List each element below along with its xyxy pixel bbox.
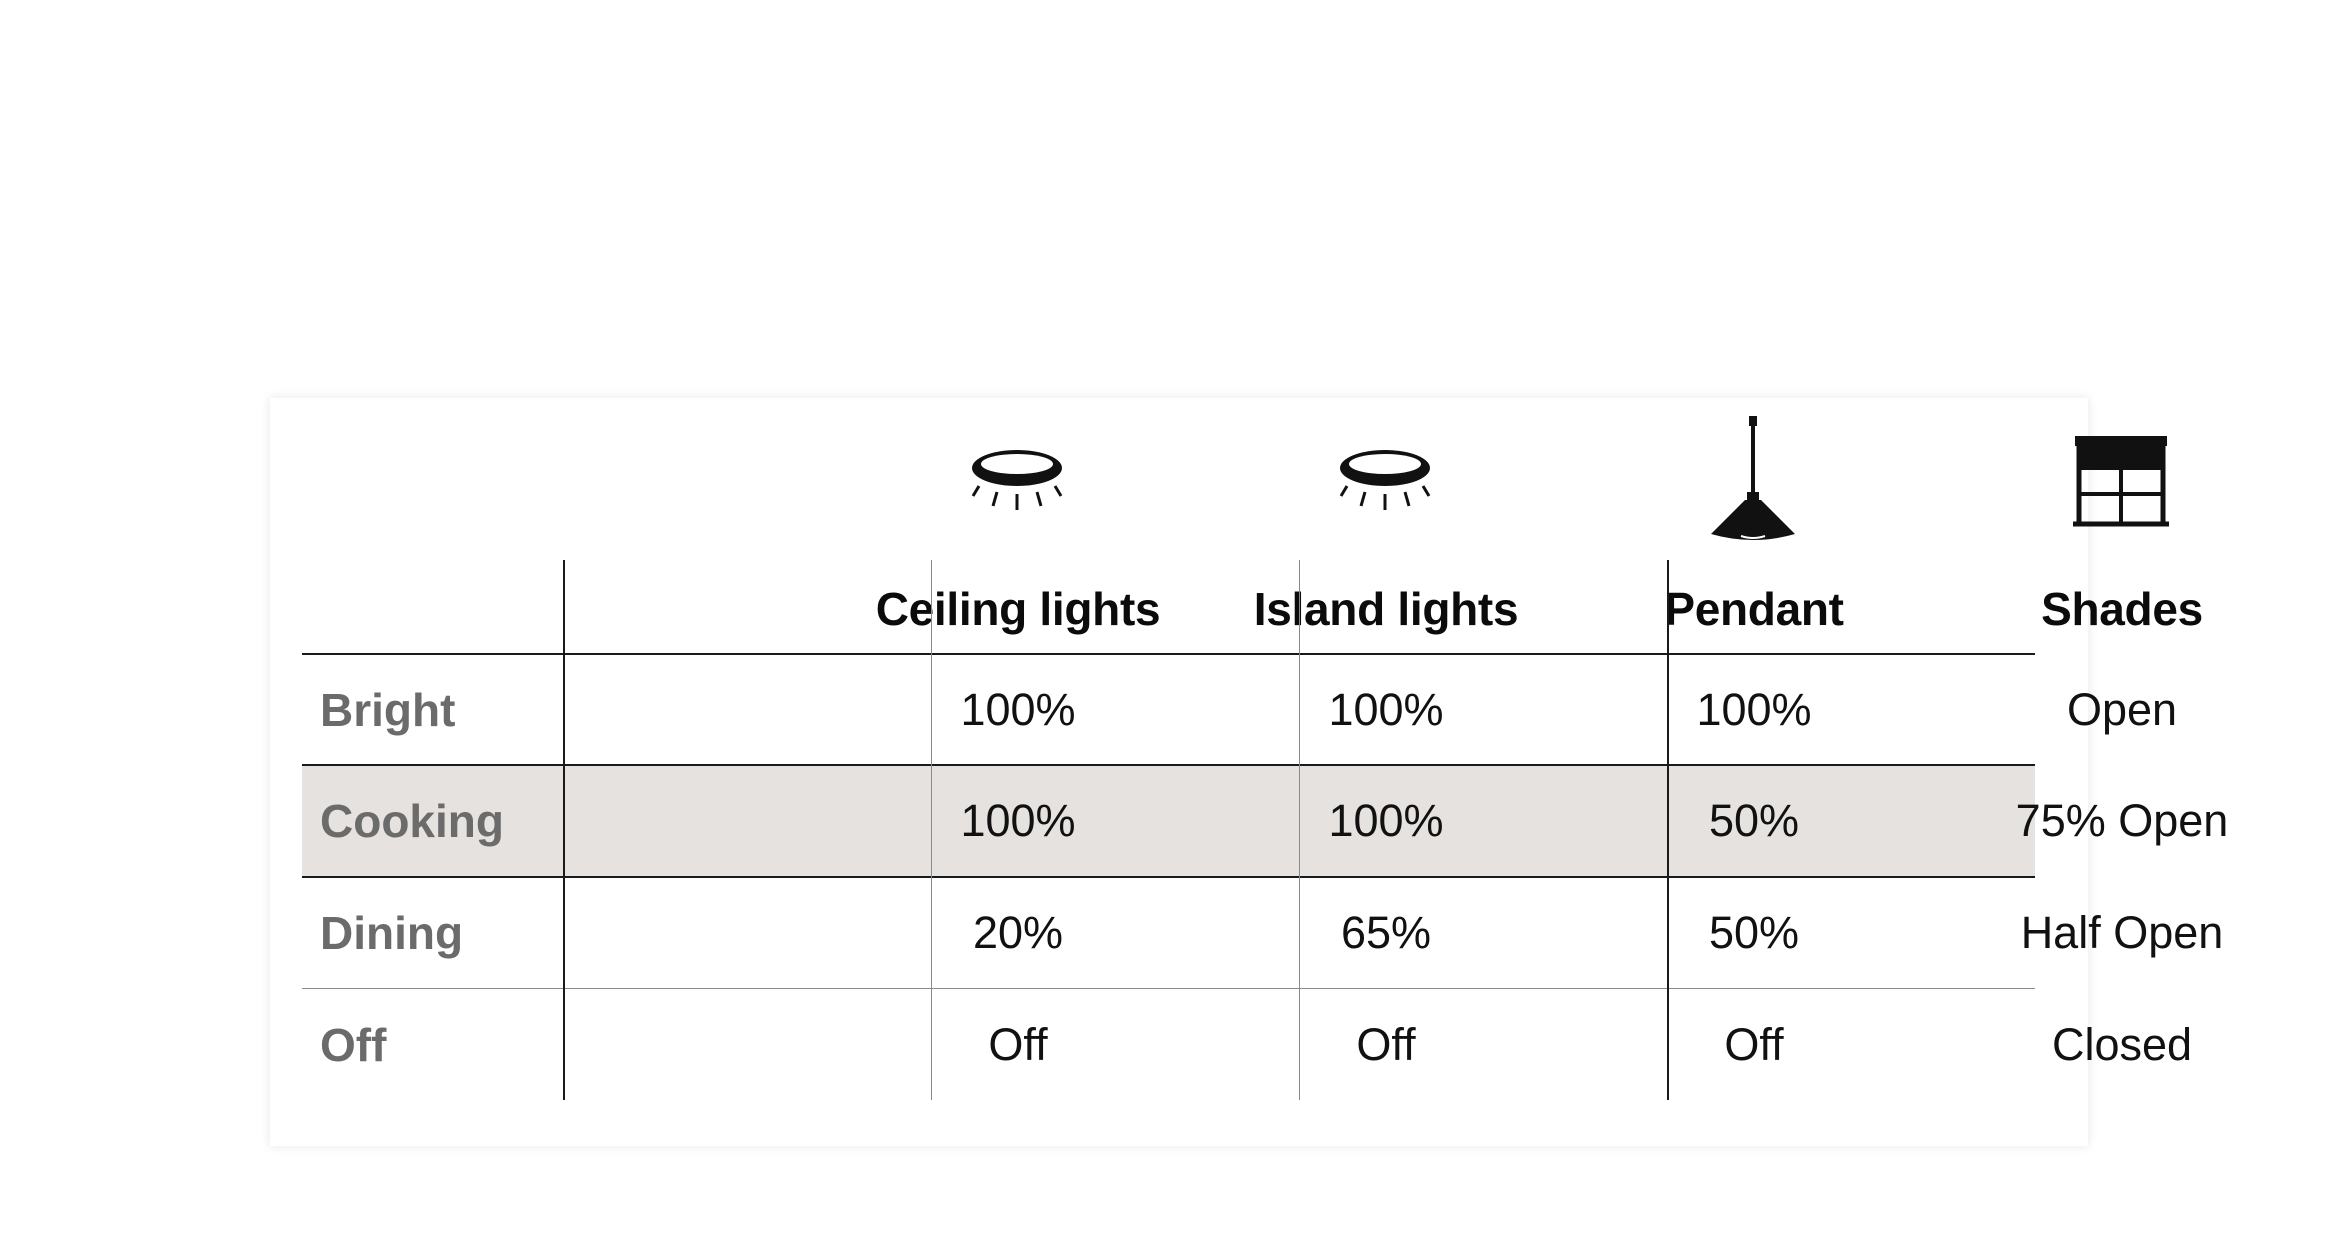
- table-cell: 50%: [1708, 907, 1800, 958]
- table-cell: Half Open: [2020, 907, 2224, 958]
- table-cell: 100%: [1328, 795, 1444, 846]
- table-cell: 65%: [1340, 907, 1432, 958]
- column-header-island-lights: Island lights: [1253, 582, 1519, 635]
- island-light-icon: [1339, 450, 1431, 510]
- row-divider: [302, 876, 2035, 878]
- table-cell: 20%: [972, 907, 1064, 958]
- row-label-bright: Bright: [320, 684, 456, 736]
- row-label-cooking: Cooking: [320, 795, 504, 847]
- column-divider: [1299, 560, 1300, 1100]
- column-header-pendant: Pendant: [1664, 582, 1844, 635]
- pendant-lamp-icon: [1711, 416, 1795, 540]
- table-cell: Off: [1724, 1019, 1784, 1070]
- header-divider: [302, 653, 2035, 655]
- window-shades-icon: [2073, 436, 2169, 527]
- table-cell: 50%: [1708, 795, 1800, 846]
- table-cell: 100%: [960, 795, 1076, 846]
- row-highlight-cooking: [302, 765, 2035, 877]
- row-divider: [302, 988, 2035, 989]
- row-divider: [302, 764, 2035, 766]
- table-cell: 75% Open: [2015, 795, 2229, 846]
- table-cell: 100%: [960, 684, 1076, 735]
- table-cell: 100%: [1696, 684, 1812, 735]
- row-label-off: Off: [320, 1019, 387, 1071]
- table-cell: Closed: [2051, 1019, 2193, 1070]
- row-label-dining: Dining: [320, 907, 464, 959]
- table-cell: 100%: [1328, 684, 1444, 735]
- table-cell: Off: [988, 1019, 1048, 1070]
- table-cell: Open: [2066, 684, 2178, 735]
- column-header-shades: Shades: [2041, 582, 2203, 635]
- column-divider: [931, 560, 932, 1100]
- table-cell: Off: [1356, 1019, 1416, 1070]
- column-divider: [563, 560, 565, 1100]
- column-header-ceiling-lights: Ceiling lights: [875, 582, 1161, 635]
- ceiling-light-icon: [971, 450, 1063, 510]
- column-divider: [1667, 560, 1669, 1100]
- scene-table-card: Ceiling lights Island lights Pendant Sha…: [270, 398, 2228, 1146]
